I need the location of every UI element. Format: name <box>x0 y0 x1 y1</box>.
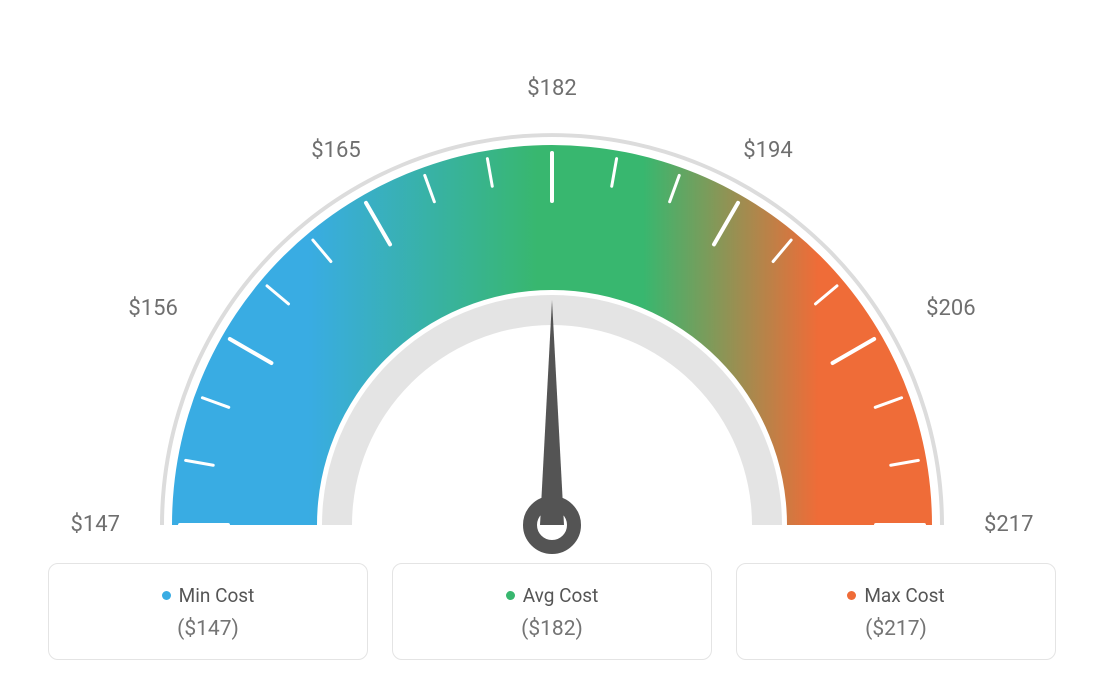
legend-label-min: Min Cost <box>179 584 255 607</box>
legend-row: Min Cost ($147) Avg Cost ($182) Max Cost… <box>48 563 1056 660</box>
legend-card-max: Max Cost ($217) <box>736 563 1056 660</box>
gauge-tick-label: $217 <box>984 512 1033 537</box>
legend-card-avg: Avg Cost ($182) <box>392 563 712 660</box>
gauge-tick-label: $206 <box>926 296 975 321</box>
legend-label-max: Max Cost <box>864 584 944 607</box>
gauge-tick-label: $194 <box>743 138 792 163</box>
legend-value-avg: ($182) <box>393 617 711 641</box>
gauge-svg: $147 $156 $165 $182 $194 $206 $217 <box>52 20 1052 560</box>
legend-title-avg: Avg Cost <box>506 584 599 607</box>
legend-card-min: Min Cost ($147) <box>48 563 368 660</box>
gauge-tick-label: $156 <box>128 296 177 321</box>
gauge-tick-label: $147 <box>71 512 120 537</box>
legend-value-min: ($147) <box>49 617 367 641</box>
legend-value-max: ($217) <box>737 617 1055 641</box>
dot-icon <box>506 591 515 600</box>
legend-label-avg: Avg Cost <box>523 584 599 607</box>
dot-icon <box>847 591 856 600</box>
gauge-tick-label: $165 <box>311 138 360 163</box>
dot-icon <box>162 591 171 600</box>
gauge-tick-label: $182 <box>527 76 576 101</box>
gauge-chart: $147 $156 $165 $182 $194 $206 $217 <box>52 20 1052 560</box>
legend-title-max: Max Cost <box>847 584 944 607</box>
legend-title-min: Min Cost <box>162 584 255 607</box>
